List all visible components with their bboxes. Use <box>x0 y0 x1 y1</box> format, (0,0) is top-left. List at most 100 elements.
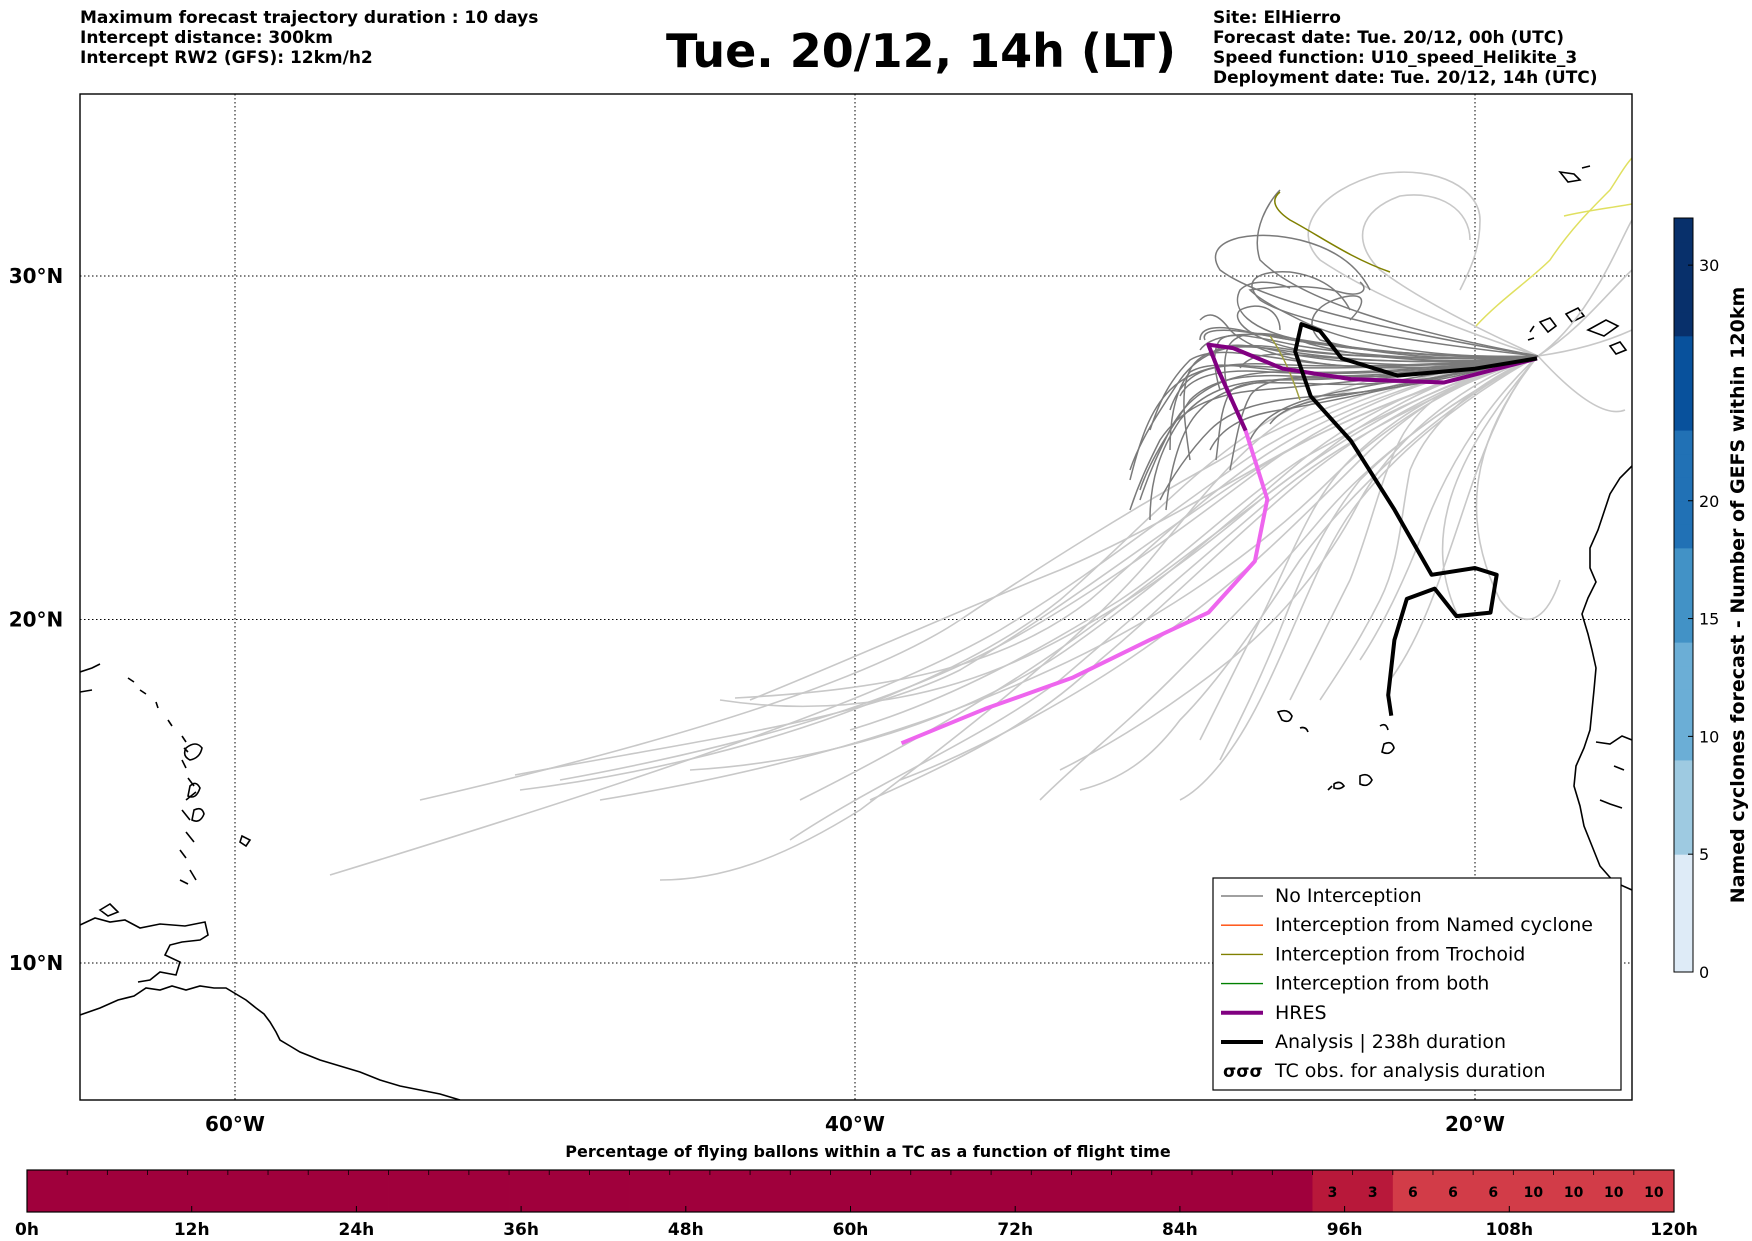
colorbar-tick-label: 20 <box>1699 492 1719 511</box>
colorbar-segment <box>1674 807 1693 832</box>
time-cell <box>1513 1170 1554 1212</box>
time-cell <box>709 1170 751 1212</box>
time-cell <box>790 1170 831 1212</box>
time-cell <box>669 1170 711 1212</box>
colorbar-segment <box>1674 547 1693 572</box>
coastline-africa-bays <box>1595 735 1632 809</box>
flight-time-bar: 3 3 6 6 6 10 10 10 10 0h 12h 24h 36h 48h 60h 72h 84h 96h 1… <box>15 1169 1698 1240</box>
colorbar-segment <box>1674 901 1693 926</box>
time-cell <box>268 1170 309 1212</box>
time-cell <box>1312 1170 1354 1212</box>
time-cell <box>950 1170 992 1212</box>
legend-item-label: HRES <box>1275 1002 1327 1024</box>
colorbar-segment <box>1674 500 1693 525</box>
time-cell <box>1031 1170 1072 1212</box>
page-title: Tue. 20/12, 14h (LT) <box>666 24 1176 78</box>
colorbar-tick-label: 30 <box>1699 256 1719 275</box>
time-cell <box>830 1170 871 1212</box>
time-cell <box>991 1170 1032 1212</box>
colorbar-segment <box>1674 453 1693 478</box>
colorbar-segment <box>1674 241 1693 266</box>
lat-label: 10°N <box>9 951 64 975</box>
legend: No Interception Interception from Named c… <box>1212 877 1622 1091</box>
colorbar-tick-label: 5 <box>1699 845 1709 864</box>
time-cell <box>1593 1170 1635 1212</box>
colorbar-segment <box>1674 854 1693 879</box>
colorbar-segment <box>1674 712 1693 737</box>
hres-trajectory <box>1206 342 1538 432</box>
colorbar-segment <box>1674 312 1693 337</box>
time-axis-label: 60h <box>833 1220 869 1240</box>
time-cell <box>1151 1170 1193 1212</box>
lon-label: 20°W <box>1445 1112 1505 1136</box>
time-cell <box>910 1170 952 1212</box>
time-cell <box>147 1170 189 1212</box>
site-text: Site: ElHierro <box>1213 8 1341 28</box>
colorbar-segment <box>1674 642 1693 667</box>
trajectory-series <box>900 322 1538 746</box>
coastline-venezuela-north <box>80 917 209 983</box>
time-cell <box>67 1170 108 1212</box>
colorbar-segment <box>1674 618 1693 643</box>
intercept-distance-text: Intercept distance: 300km <box>80 28 333 48</box>
trochoid-interception-trajectories <box>1269 157 1632 401</box>
colorbar-segment <box>1674 571 1693 596</box>
time-cell <box>388 1170 430 1212</box>
colorbar-segment <box>1674 783 1693 808</box>
time-cell <box>1352 1170 1394 1212</box>
colorbar-tick-label: 10 <box>1699 727 1719 746</box>
coastline-caribbean-islands <box>80 663 252 917</box>
time-cell-label: 10 <box>1524 1185 1544 1201</box>
time-cell <box>1191 1170 1233 1212</box>
colorbar: 0 5 10 15 20 30 Named cyclones forecast - Numb… <box>1673 217 1749 982</box>
deployment-date-text: Deployment date: Tue. 20/12, 14h (UTC) <box>1213 68 1598 88</box>
legend-item-label: Interception from Named cyclone <box>1275 914 1593 936</box>
map-frame <box>79 93 1633 1101</box>
colorbar-segment <box>1674 595 1693 620</box>
intercept-rw2-text: Intercept RW2 (GFS): 12km/h2 <box>80 48 373 68</box>
time-cell <box>1392 1170 1434 1212</box>
lat-label: 30°N <box>9 264 64 288</box>
time-cell <box>1473 1170 1514 1212</box>
time-cell <box>348 1170 389 1212</box>
colorbar-segment <box>1674 359 1693 384</box>
time-cell <box>308 1170 349 1212</box>
time-cell <box>549 1170 590 1212</box>
time-cell <box>509 1170 550 1212</box>
analysis-trajectory <box>1293 322 1538 716</box>
ensemble-trajectories-light <box>329 171 1632 881</box>
colorbar-segment <box>1674 736 1693 761</box>
coastline-cape-verde <box>1276 709 1395 791</box>
colorbar-segment <box>1674 265 1693 290</box>
time-cell-label: 3 <box>1328 1185 1338 1201</box>
lat-label: 20°N <box>9 608 64 632</box>
colorbar-segment <box>1674 524 1693 549</box>
time-cell <box>1071 1170 1113 1212</box>
header-left-info: Maximum forecast trajectory duration : 1… <box>80 8 538 68</box>
colorbar-segment <box>1674 924 1693 949</box>
trajectory-duration-text: Maximum forecast trajectory duration : 1… <box>80 8 539 28</box>
time-cell <box>1432 1170 1474 1212</box>
time-cell <box>27 1170 68 1212</box>
time-axis-label: 84h <box>1162 1220 1198 1240</box>
time-axis-label: 108h <box>1486 1220 1534 1240</box>
time-cell <box>428 1170 470 1212</box>
time-cell-label: 3 <box>1368 1185 1378 1201</box>
lon-label: 40°W <box>825 1112 885 1136</box>
time-cell-label: 6 <box>1448 1185 1458 1201</box>
map-axis-labels: 30°N 20°N 10°N 60°W 40°W 20°W <box>9 264 1505 1136</box>
colorbar-segment <box>1674 406 1693 431</box>
time-axis-label: 48h <box>668 1220 704 1240</box>
time-cell-label: 6 <box>1488 1185 1498 1201</box>
time-axis-label: 24h <box>339 1220 375 1240</box>
colorbar-segment <box>1674 830 1693 855</box>
colorbar-segment <box>1674 430 1693 455</box>
time-axis-label: 72h <box>997 1220 1033 1240</box>
time-axis-label: 120h <box>1650 1220 1698 1240</box>
time-cell <box>629 1170 671 1212</box>
colorbar-segment <box>1674 218 1693 243</box>
time-cell <box>468 1170 510 1212</box>
time-cell <box>1633 1170 1675 1212</box>
colorbar-segment <box>1674 689 1693 714</box>
